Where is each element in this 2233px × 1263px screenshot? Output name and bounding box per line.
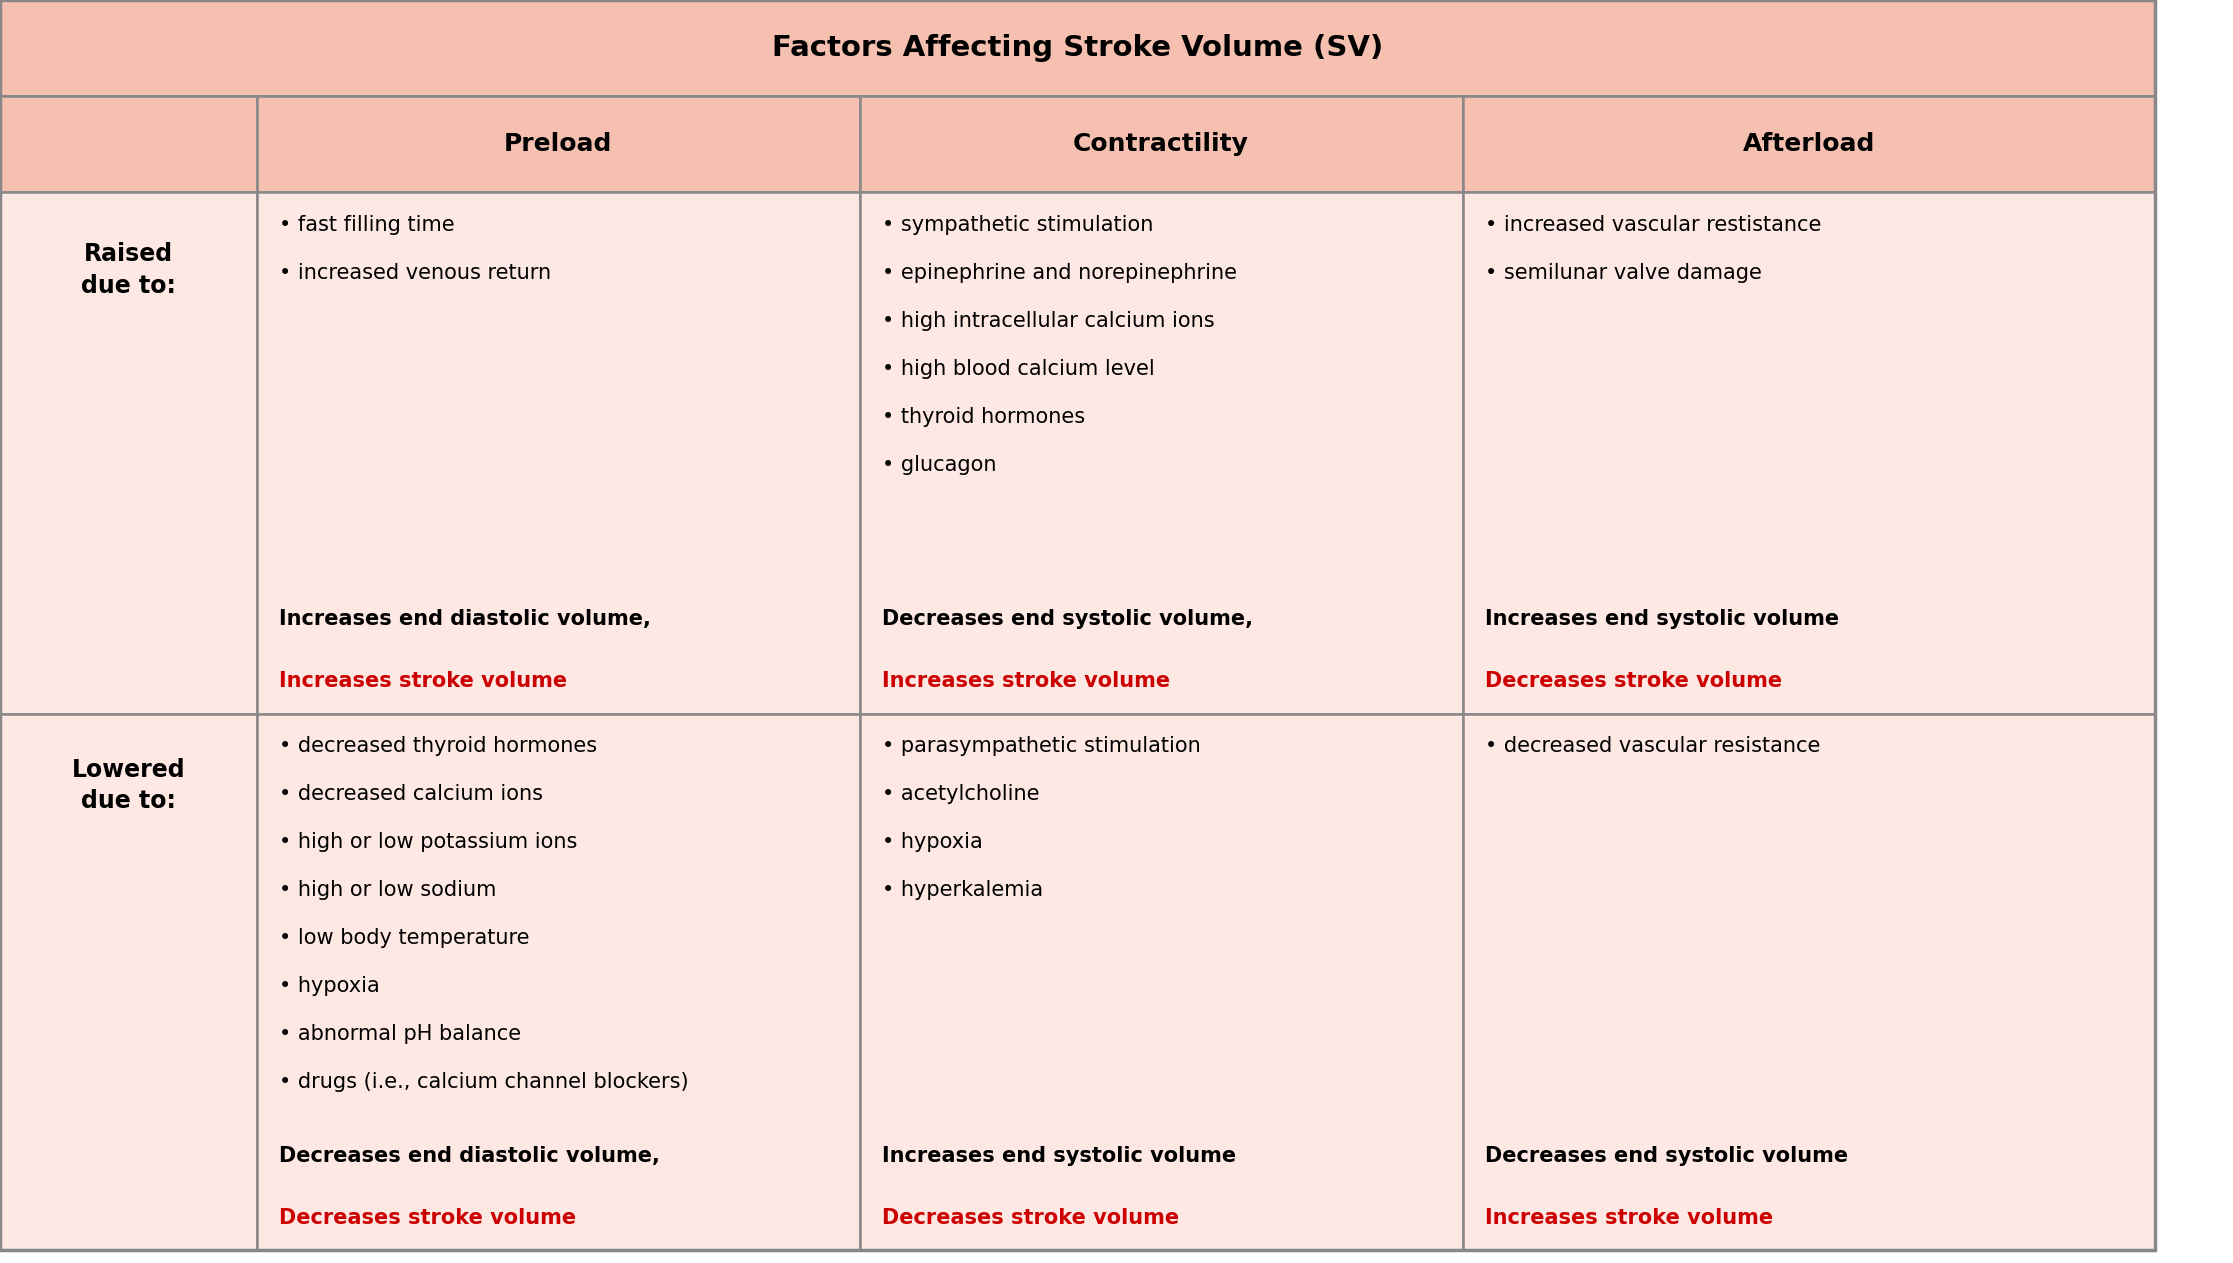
Text: • glucagon: • glucagon [882, 455, 996, 475]
Text: • hypoxia: • hypoxia [882, 832, 983, 853]
Text: • epinephrine and norepinephrine: • epinephrine and norepinephrine [882, 263, 1237, 283]
Text: • semilunar valve damage: • semilunar valve damage [1485, 263, 1762, 283]
Text: • hyperkalemia: • hyperkalemia [882, 880, 1043, 901]
Bar [0, 192, 257, 714]
Text: Contractility: Contractility [1074, 131, 1248, 157]
Text: • decreased thyroid hormones: • decreased thyroid hormones [279, 736, 596, 757]
Text: • parasympathetic stimulation: • parasympathetic stimulation [882, 736, 1201, 757]
Text: Lowered
due to:: Lowered due to: [71, 758, 185, 813]
Text: Increases stroke volume: Increases stroke volume [279, 671, 567, 691]
Bar [257, 192, 860, 714]
Text: • hypoxia: • hypoxia [279, 976, 380, 997]
Text: • drugs (i.e., calcium channel blockers): • drugs (i.e., calcium channel blockers) [279, 1072, 688, 1092]
Bar [860, 714, 1463, 1250]
Text: Increases end diastolic volume,: Increases end diastolic volume, [279, 609, 652, 629]
Bar [1463, 714, 2155, 1250]
Bar [0, 96, 257, 192]
Text: Increases end systolic volume: Increases end systolic volume [1485, 609, 1840, 629]
Bar [860, 96, 1463, 192]
Text: • thyroid hormones: • thyroid hormones [882, 407, 1085, 427]
Text: • high intracellular calcium ions: • high intracellular calcium ions [882, 311, 1215, 331]
Text: • high or low potassium ions: • high or low potassium ions [279, 832, 578, 853]
Text: Preload: Preload [505, 131, 612, 157]
Bar [1463, 192, 2155, 714]
Text: • acetylcholine: • acetylcholine [882, 784, 1041, 805]
Text: • sympathetic stimulation: • sympathetic stimulation [882, 215, 1154, 235]
Text: • decreased vascular resistance: • decreased vascular resistance [1485, 736, 1820, 757]
Bar [0, 714, 257, 1250]
Text: • increased venous return: • increased venous return [279, 263, 552, 283]
Text: Increases stroke volume: Increases stroke volume [1485, 1207, 1773, 1228]
Text: Decreases end systolic volume: Decreases end systolic volume [1485, 1146, 1849, 1166]
Text: • increased vascular restistance: • increased vascular restistance [1485, 215, 1822, 235]
Text: • fast filling time: • fast filling time [279, 215, 456, 235]
Text: Increases end systolic volume: Increases end systolic volume [882, 1146, 1237, 1166]
Text: Raised
due to:: Raised due to: [80, 242, 176, 298]
Text: • high or low sodium: • high or low sodium [279, 880, 496, 901]
Bar [257, 96, 860, 192]
Bar [1463, 96, 2155, 192]
Text: • high blood calcium level: • high blood calcium level [882, 359, 1154, 379]
Text: Increases stroke volume: Increases stroke volume [882, 671, 1170, 691]
Text: Decreases stroke volume: Decreases stroke volume [882, 1207, 1179, 1228]
Text: Afterload: Afterload [1742, 131, 1876, 157]
Text: Decreases end diastolic volume,: Decreases end diastolic volume, [279, 1146, 661, 1166]
Text: • low body temperature: • low body temperature [279, 928, 529, 949]
Text: • abnormal pH balance: • abnormal pH balance [279, 1024, 520, 1045]
Text: Decreases end systolic volume,: Decreases end systolic volume, [882, 609, 1253, 629]
Bar [860, 192, 1463, 714]
Text: Decreases stroke volume: Decreases stroke volume [279, 1207, 576, 1228]
Bar [257, 714, 860, 1250]
Text: Factors Affecting Stroke Volume (SV): Factors Affecting Stroke Volume (SV) [773, 34, 1382, 62]
Text: • decreased calcium ions: • decreased calcium ions [279, 784, 543, 805]
Text: Decreases stroke volume: Decreases stroke volume [1485, 671, 1782, 691]
Bar [0, 0, 2155, 96]
